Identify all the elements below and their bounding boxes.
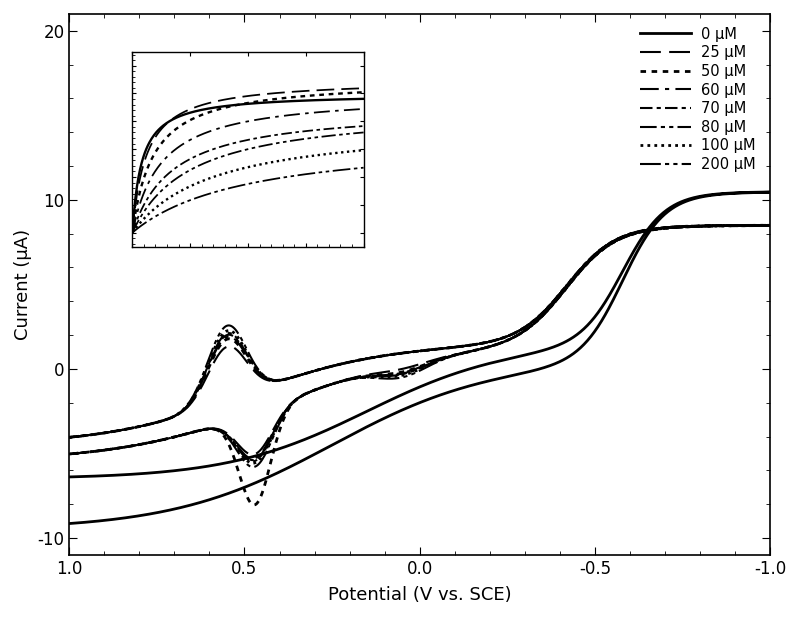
X-axis label: Potential (V vs. SCE): Potential (V vs. SCE)	[328, 586, 511, 604]
Y-axis label: Current (μA): Current (μA)	[14, 229, 32, 340]
Legend: 0 μM, 25 μM, 50 μM, 60 μM, 70 μM, 80 μM, 100 μM, 200 μM: 0 μM, 25 μM, 50 μM, 60 μM, 70 μM, 80 μM,…	[640, 27, 756, 172]
